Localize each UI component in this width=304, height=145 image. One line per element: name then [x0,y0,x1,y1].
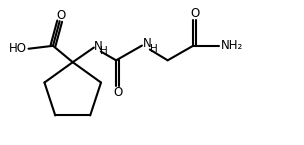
Text: O: O [56,9,65,22]
Text: O: O [113,86,123,99]
Text: N: N [143,37,151,50]
Text: H: H [100,46,108,56]
Text: H: H [150,44,158,54]
Text: O: O [191,7,200,20]
Text: HO: HO [9,42,27,55]
Text: N: N [93,40,102,53]
Text: NH₂: NH₂ [221,39,243,52]
